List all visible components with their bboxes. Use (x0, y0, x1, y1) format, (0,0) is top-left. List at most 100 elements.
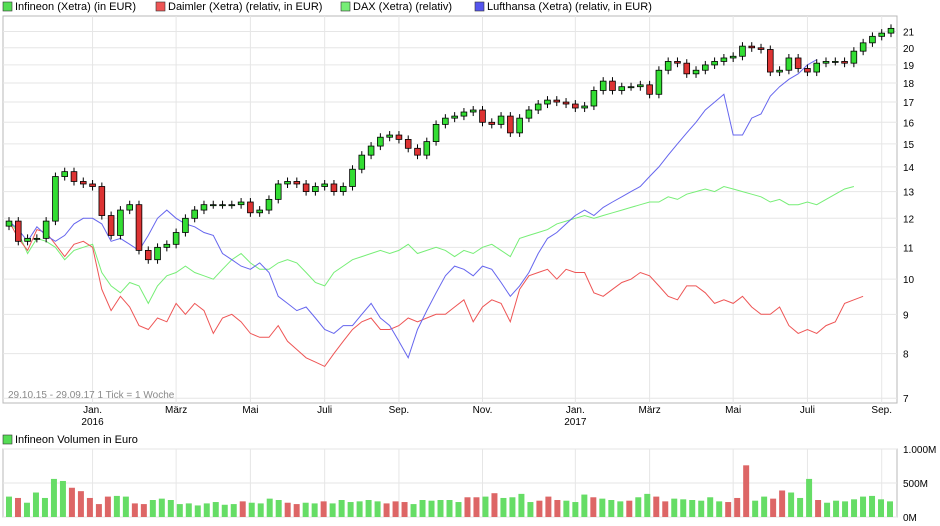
candle-body (720, 57, 728, 62)
candle (172, 228, 180, 249)
volume-bar (707, 497, 714, 517)
candle (209, 200, 217, 209)
volume-bar (581, 494, 588, 517)
x-tick-label: Juli (800, 405, 815, 416)
candle-body (377, 136, 384, 147)
candle-body (89, 183, 96, 187)
candle-body (664, 61, 672, 71)
candle-body (367, 145, 375, 156)
candle (404, 135, 412, 153)
volume-bar (149, 500, 156, 517)
volume-bar (203, 503, 210, 517)
volume-bar (41, 497, 48, 517)
volume-bar (230, 504, 237, 517)
candle-body (488, 121, 496, 125)
volume-bar (50, 478, 57, 517)
candle (469, 106, 477, 117)
candle (878, 29, 885, 41)
x-tick-label: Mai (242, 405, 258, 416)
candle (339, 182, 347, 196)
candle (432, 120, 440, 146)
candle (265, 195, 273, 215)
candle-body (154, 246, 161, 261)
volume-bar (113, 495, 120, 517)
volume-bar (608, 500, 615, 517)
candle-body (525, 109, 533, 119)
candle-body (15, 220, 22, 242)
candle (562, 98, 570, 109)
candle (191, 206, 198, 223)
volume-bar (518, 493, 525, 517)
candle (683, 59, 691, 78)
candle-body (553, 99, 561, 103)
volume-bar (293, 504, 300, 517)
candle (367, 142, 375, 160)
volume-y-tick-label: 0M (903, 513, 917, 524)
legend-label-lufthansa: Lufthansa (Xetra) (relativ, in EUR) (487, 1, 652, 13)
candle-body (590, 90, 598, 107)
candle (423, 137, 431, 160)
legend-label-daimler: Daimler (Xetra) (relativ, in EUR) (168, 1, 322, 13)
volume-bar (887, 501, 893, 517)
candle (646, 80, 653, 99)
volume-bar (32, 492, 39, 517)
volume-bar (104, 496, 111, 517)
candle-body (247, 201, 254, 214)
candle-body (460, 111, 468, 117)
candle-body (683, 62, 691, 75)
candle (135, 200, 143, 255)
series-line-dax (8, 185, 855, 305)
x-tick-label: Juli (317, 405, 332, 416)
volume-bar (356, 501, 363, 517)
volume-bar (185, 503, 192, 517)
candle (349, 165, 356, 191)
volume-bar (653, 496, 660, 517)
legend-label-dax: DAX (Xetra) (relativ) (353, 1, 452, 13)
candle-body (219, 204, 226, 207)
volume-bar (158, 498, 165, 517)
candle (117, 206, 124, 240)
candle-body (878, 32, 885, 37)
candle-body (24, 237, 31, 242)
legend-swatch-dax (340, 1, 351, 12)
volume-bar (779, 490, 786, 517)
candle (274, 179, 282, 204)
candle-body (274, 183, 282, 200)
candle (79, 177, 87, 189)
y-tick-label: 10 (903, 275, 915, 286)
volume-bar (743, 465, 750, 517)
candle (70, 167, 78, 186)
volume-y-tick-label: 1.000M (903, 445, 936, 456)
volume-bar (392, 501, 399, 517)
candle (386, 131, 393, 142)
candle (618, 82, 626, 95)
volume-bar (275, 500, 282, 517)
candle (312, 182, 319, 196)
candle-body (442, 117, 449, 125)
candle-body (599, 80, 607, 91)
candle-body (404, 139, 412, 149)
candle (5, 217, 13, 231)
volume-bar (455, 502, 462, 517)
legend-swatch-infineon (2, 1, 13, 12)
candle-body (42, 220, 50, 239)
candle (330, 179, 338, 196)
candle-body (757, 47, 765, 50)
volume-bar (320, 501, 327, 517)
candle-body (256, 209, 263, 214)
candle (544, 96, 551, 109)
volume-bar (6, 496, 12, 517)
volume-bar (86, 497, 93, 517)
candle-body (321, 183, 328, 187)
volume-bar (410, 504, 417, 517)
x-tick-label: Sep. (389, 405, 410, 416)
candle-body (52, 176, 59, 222)
candle-body (804, 68, 811, 73)
volume-bar (374, 501, 381, 517)
price-grid (3, 16, 897, 403)
volume-bar (806, 478, 813, 517)
candle-body (117, 209, 124, 236)
infineon-candles (5, 24, 895, 264)
candle-body (813, 62, 821, 73)
